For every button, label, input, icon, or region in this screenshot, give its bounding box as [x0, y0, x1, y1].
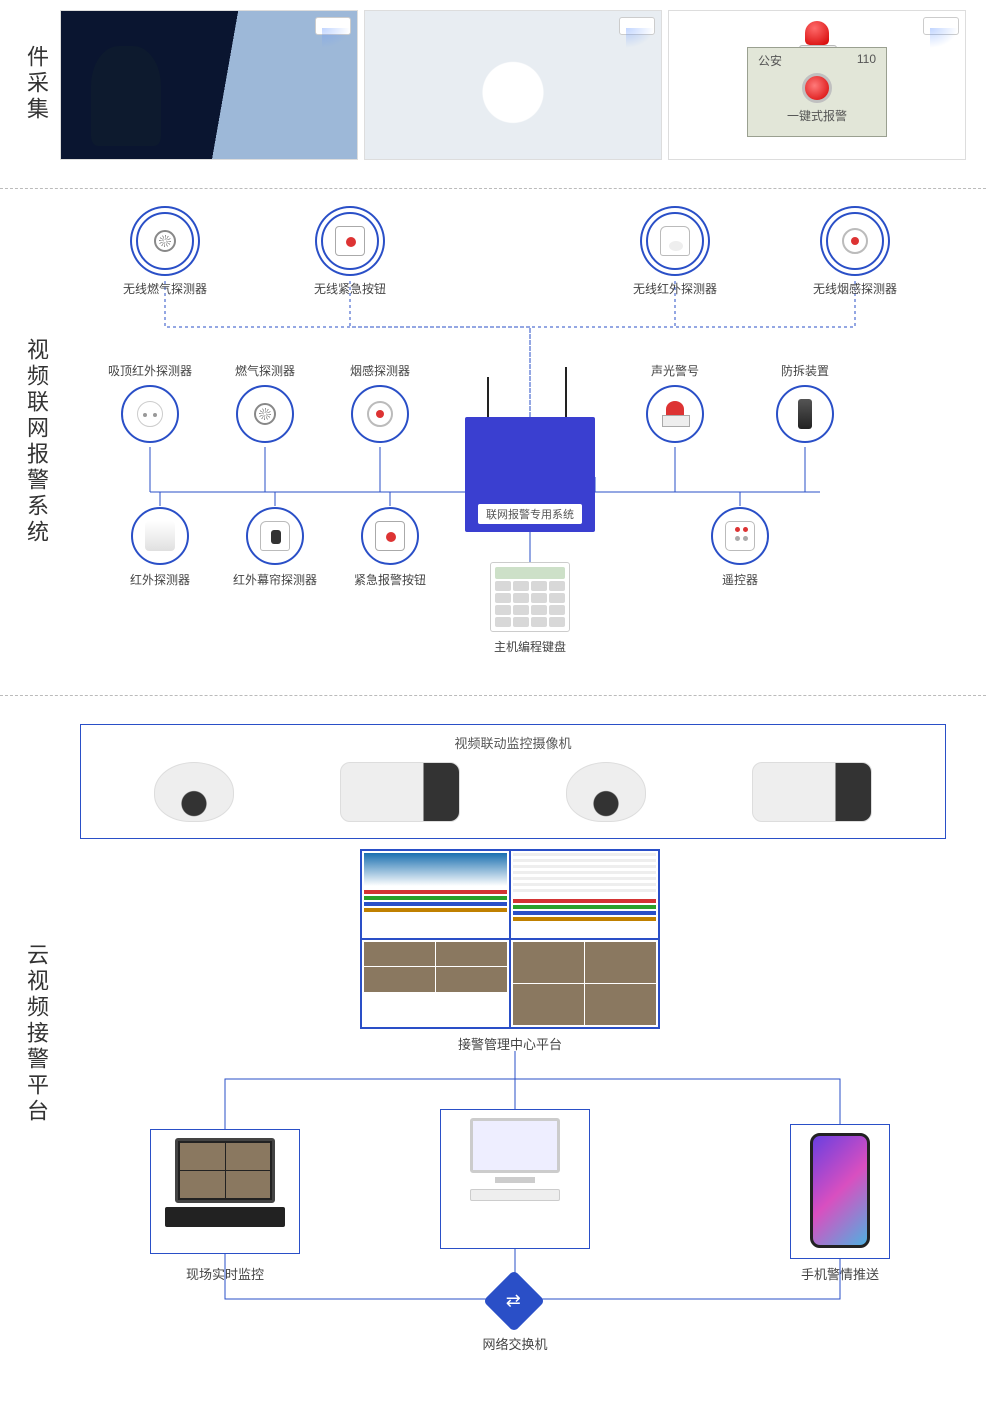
camera-bullet-icon — [752, 762, 872, 822]
wireless-gas-detector-icon — [136, 212, 194, 270]
platform-canvas: 接警管理中心平台 ⇄ 现场实时监控 网络交换机 手机警情推送 — [60, 839, 986, 1339]
platform-label: 接警管理中心平台 — [360, 1034, 660, 1053]
camera-dome-icon — [154, 762, 234, 822]
device-label: 遥控器 — [695, 571, 785, 588]
pc-stand-icon — [495, 1177, 535, 1183]
pir-detector-icon — [131, 507, 189, 565]
smoke-detector: 烟感探测器 — [335, 362, 425, 449]
device-label: 红外探测器 — [115, 571, 205, 588]
onsite-monitor-box — [150, 1129, 300, 1254]
event-photos: 公安 110 一键式报警 — [60, 10, 986, 160]
camera-icon — [619, 17, 655, 35]
device-label: 无线紧急按钮 — [305, 280, 395, 297]
device-label: 吸顶红外探测器 — [105, 362, 195, 379]
gas-detector-icon — [236, 385, 294, 443]
alarm-panel-button-icon — [802, 73, 832, 103]
section2-title: 视频联网报警系统 — [20, 338, 52, 546]
device-label: 无线燃气探测器 — [120, 280, 210, 297]
device-label: 红外幕帘探测器 — [230, 571, 320, 588]
photo-panic-alarm: 公安 110 一键式报警 — [668, 10, 966, 160]
tamper-device-icon — [776, 385, 834, 443]
wireless-gas-detector: 无线燃气探测器 — [120, 212, 210, 297]
wireless-pir-detector: 无线红外探测器 — [630, 212, 720, 297]
device-label: 防拆装置 — [760, 362, 850, 379]
pir-curtain-detector-icon — [246, 507, 304, 565]
screen-panel — [511, 851, 658, 938]
photo-smoke-detector — [364, 10, 662, 160]
network-switch-icon: ⇄ — [483, 1270, 545, 1332]
ceiling-pir-detector: 吸顶红外探测器 — [105, 362, 195, 449]
wireless-pir-detector-icon — [646, 212, 704, 270]
tamper-device: 防拆装置 — [760, 362, 850, 449]
device-label: 无线红外探测器 — [630, 280, 720, 297]
alarm-panel-right: 110 — [857, 52, 876, 69]
keypad-label: 主机编程键盘 — [490, 638, 570, 655]
wireless-smoke-detector-icon — [826, 212, 884, 270]
gas-detector: 燃气探测器 — [220, 362, 310, 449]
section-front-end-collection: 前端事件采集 公安 110 一键式报警 — [0, 0, 986, 180]
pc-monitor-icon — [470, 1118, 560, 1173]
endpoint-label: 现场实时监控 — [150, 1264, 300, 1283]
device-label: 烟感探测器 — [335, 362, 425, 379]
screen-panel — [362, 851, 509, 938]
endpoint-label: 手机警情推送 — [770, 1264, 910, 1283]
keypad-icon — [490, 562, 570, 632]
device-label: 紧急报警按钮 — [345, 571, 435, 588]
wireless-smoke-detector: 无线烟感探测器 — [810, 212, 900, 297]
camera-icon — [315, 17, 351, 35]
alarm-panel-left: 公安 — [758, 52, 782, 69]
remote-control-icon — [711, 507, 769, 565]
mobile-box — [790, 1124, 890, 1259]
keyboard-icon — [470, 1189, 560, 1201]
topology-canvas: 无线燃气探测器 无线紧急按钮 无线红外探测器 无线烟感探测器吸顶红外探测器 燃气探测器 烟… — [60, 207, 986, 667]
device-label: 声光警号 — [630, 362, 720, 379]
pir-curtain-detector: 红外幕帘探测器 — [230, 507, 320, 588]
pc-workstation-box — [440, 1109, 590, 1249]
screen-panel — [511, 940, 658, 1027]
remote-control: 遥控器 — [695, 507, 785, 588]
pir-detector: 红外探测器 — [115, 507, 205, 588]
camera-icon — [923, 17, 959, 35]
emergency-alarm-button: 紧急报警按钮 — [345, 507, 435, 588]
section-video-alarm-system: 视频联网报警系统 无线燃气探测器 无线紧急按钮 无线红外探测器 无线烟感探测器吸顶红外… — [0, 197, 986, 687]
platform-screens — [360, 849, 660, 1029]
photo-intrusion — [60, 10, 358, 160]
siren-strobe-icon — [646, 385, 704, 443]
smoke-detector-icon — [351, 385, 409, 443]
nvr-icon — [165, 1207, 285, 1227]
siren-strobe: 声光警号 — [630, 362, 720, 449]
host-keypad: 主机编程键盘 — [490, 562, 570, 655]
monitor-icon — [175, 1138, 275, 1203]
device-label: 燃气探测器 — [220, 362, 310, 379]
camera-row — [101, 762, 925, 822]
wireless-panic-button-icon — [321, 212, 379, 270]
emergency-alarm-button-icon — [361, 507, 419, 565]
endpoint-label: 网络交换机 — [440, 1334, 590, 1353]
alarm-host: 联网报警专用系统 — [465, 417, 595, 532]
ceiling-pir-detector-icon — [121, 385, 179, 443]
cameras-title: 视频联动监控摄像机 — [101, 733, 925, 752]
divider — [0, 188, 986, 189]
wireless-panic-button: 无线紧急按钮 — [305, 212, 395, 297]
screen-panel — [362, 940, 509, 1027]
device-label: 无线烟感探测器 — [810, 280, 900, 297]
section-cloud-video-platform: 云视频接警平台 视频联动监控摄像机 接警管理中心平台 — [0, 704, 986, 1364]
divider — [0, 695, 986, 696]
alarm-panel: 公安 110 一键式报警 — [747, 47, 887, 137]
alarm-panel-caption: 一键式报警 — [748, 107, 886, 124]
section3-title: 云视频接警平台 — [20, 943, 52, 1125]
camera-bullet-icon — [340, 762, 460, 822]
camera-dome-icon — [566, 762, 646, 822]
host-label: 联网报警专用系统 — [478, 504, 582, 524]
cameras-box: 视频联动监控摄像机 — [80, 724, 946, 839]
switch-wrap: ⇄ — [492, 1279, 536, 1323]
smartphone-icon — [810, 1133, 870, 1248]
